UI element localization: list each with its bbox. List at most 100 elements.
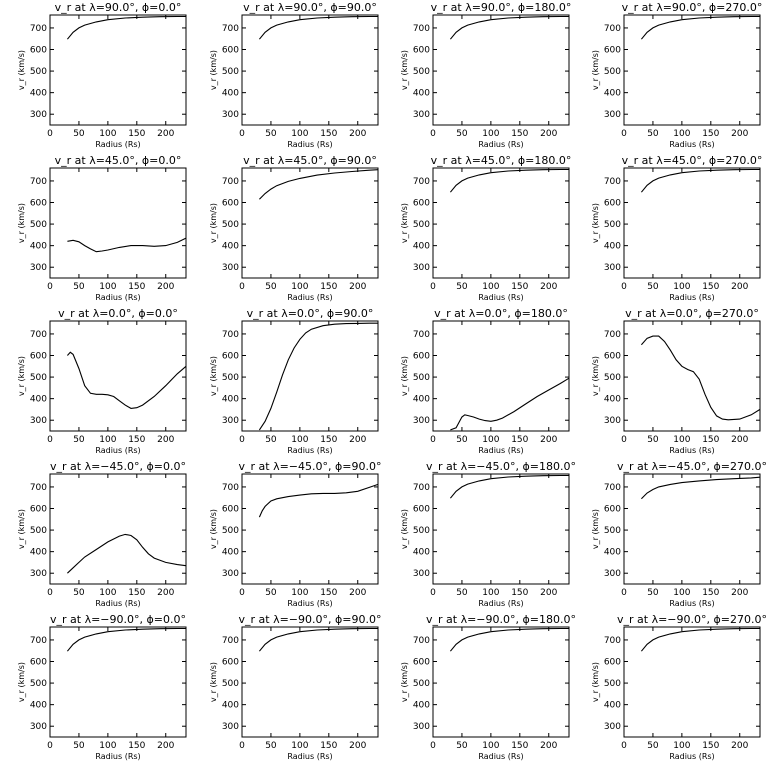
chart-13-xtick-label-0: 0 xyxy=(239,588,245,598)
chart-11-xtick-label-2: 100 xyxy=(673,435,690,445)
chart-13-xlabel: Radius (Rs) xyxy=(287,599,332,608)
chart-18-xtick-label-4: 200 xyxy=(540,741,557,751)
chart-4-xtick-label-0: 0 xyxy=(47,282,53,292)
chart-2-xtick-label-2: 100 xyxy=(482,129,499,139)
chart-1-xtick-label-3: 150 xyxy=(320,129,337,139)
chart-19-ytick-label-2: 500 xyxy=(604,679,621,689)
chart-0-ytick-label-0: 300 xyxy=(30,110,47,120)
chart-9-title: v_r at λ=0.0°, ϕ=90.0° xyxy=(247,307,374,320)
chart-9-ytick-label-4: 700 xyxy=(222,330,239,340)
chart-8-ytick-label-0: 300 xyxy=(30,416,47,426)
chart-12-xtick-label-1: 50 xyxy=(73,588,85,598)
chart-16-xtick-label-2: 100 xyxy=(99,741,116,751)
chart-4-xtick-label-1: 50 xyxy=(73,282,85,292)
chart-14-title: v_r at λ=−45.0°, ϕ=180.0° xyxy=(426,460,576,473)
chart-19-xtick-label-0: 0 xyxy=(621,741,627,751)
chart-2-xtick-label-1: 50 xyxy=(456,129,468,139)
chart-1-ytick-label-1: 400 xyxy=(222,89,239,99)
chart-16-ytick-label-1: 400 xyxy=(30,701,47,711)
chart-18-ylabel: v_r (km/s) xyxy=(400,662,409,702)
chart-10-series-line xyxy=(450,377,570,431)
chart-6-plot-frame xyxy=(432,167,570,279)
chart-16-xtick-label-3: 150 xyxy=(128,741,145,751)
chart-0-ytick-label-3: 600 xyxy=(30,46,47,56)
chart-12-ytick-label-1: 400 xyxy=(30,548,47,558)
chart-3-xlabel: Radius (Rs) xyxy=(669,140,714,149)
chart-1-xtick-label-2: 100 xyxy=(291,129,308,139)
chart-17-xtick-label-3: 150 xyxy=(320,741,337,751)
chart-17-xtick-label-0: 0 xyxy=(239,741,245,751)
chart-5-title: v_r at λ=45.0°, ϕ=90.0° xyxy=(243,154,377,167)
chart-13-xtick-label-3: 150 xyxy=(320,588,337,598)
chart-4-xtick-label-3: 150 xyxy=(128,282,145,292)
chart-7-ytick-label-3: 600 xyxy=(604,199,621,209)
chart-1-plot-frame xyxy=(241,14,379,126)
chart-2-ytick-label-2: 500 xyxy=(413,67,430,77)
chart-18-title: v_r at λ=−90.0°, ϕ=180.0° xyxy=(426,613,576,626)
chart-15-xtick-label-4: 200 xyxy=(731,588,748,598)
chart-9-xtick-label-1: 50 xyxy=(265,435,277,445)
chart-3-plot-frame xyxy=(623,14,761,126)
chart-9-ytick-label-2: 500 xyxy=(222,373,239,383)
chart-12-plot-frame xyxy=(49,473,187,585)
chart-19-ytick-label-1: 400 xyxy=(604,701,621,711)
chart-13-ytick-label-0: 300 xyxy=(222,569,239,579)
chart-17-ylabel: v_r (km/s) xyxy=(209,662,218,702)
chart-13-ytick-label-4: 700 xyxy=(222,483,239,493)
chart-7-xtick-label-4: 200 xyxy=(731,282,748,292)
chart-1-ytick-label-3: 600 xyxy=(222,46,239,56)
chart-6-ytick-label-3: 600 xyxy=(413,199,430,209)
chart-4-plot-frame xyxy=(49,167,187,279)
chart-17-ytick-label-3: 600 xyxy=(222,658,239,668)
chart-10-xtick-label-1: 50 xyxy=(456,435,468,445)
chart-5-ytick-label-1: 400 xyxy=(222,242,239,252)
chart-1-ytick-label-0: 300 xyxy=(222,110,239,120)
chart-18-series-line xyxy=(449,627,569,652)
chart-8-xtick-label-2: 100 xyxy=(99,435,116,445)
chart-2-xlabel: Radius (Rs) xyxy=(478,140,523,149)
chart-19-plot-frame xyxy=(623,626,761,738)
chart-15-plot-frame xyxy=(623,473,761,585)
chart-12-xtick-label-2: 100 xyxy=(99,588,116,598)
chart-13-series-line xyxy=(258,483,379,518)
chart-4-ytick-label-2: 500 xyxy=(30,220,47,230)
chart-14-xtick-label-2: 100 xyxy=(482,588,499,598)
chart-15-xlabel: Radius (Rs) xyxy=(669,599,714,608)
chart-7-series-line xyxy=(640,168,760,193)
chart-18-ytick-label-2: 500 xyxy=(413,679,430,689)
chart-16-xlabel: Radius (Rs) xyxy=(95,752,140,761)
chart-13-plot-frame xyxy=(241,473,379,585)
chart-11-ytick-label-3: 600 xyxy=(604,352,621,362)
chart-6-xlabel: Radius (Rs) xyxy=(478,293,523,302)
chart-3-xtick-label-3: 150 xyxy=(702,129,719,139)
chart-5-xtick-label-4: 200 xyxy=(349,282,366,292)
chart-3-ytick-label-0: 300 xyxy=(604,110,621,120)
chart-1-xlabel: Radius (Rs) xyxy=(287,140,332,149)
chart-6-xtick-label-4: 200 xyxy=(540,282,557,292)
chart-11-ylabel: v_r (km/s) xyxy=(591,356,600,396)
chart-10-xtick-label-2: 100 xyxy=(482,435,499,445)
chart-19-xtick-label-4: 200 xyxy=(731,741,748,751)
chart-12-ylabel: v_r (km/s) xyxy=(17,509,26,549)
chart-16-xtick-label-4: 200 xyxy=(157,741,174,751)
chart-4-ytick-label-1: 400 xyxy=(30,242,47,252)
chart-8-series-line xyxy=(66,351,187,409)
chart-19-xtick-label-2: 100 xyxy=(673,741,690,751)
chart-17-title: v_r at λ=−90.0°, ϕ=90.0° xyxy=(239,613,382,626)
chart-11-ytick-label-4: 700 xyxy=(604,330,621,340)
chart-14-ylabel: v_r (km/s) xyxy=(400,509,409,549)
chart-17-series-line xyxy=(258,627,378,652)
chart-2-series-line xyxy=(449,15,569,40)
chart-8-title: v_r at λ=0.0°, ϕ=0.0° xyxy=(58,307,178,320)
chart-9-ytick-label-3: 600 xyxy=(222,352,239,362)
chart-4-ytick-label-4: 700 xyxy=(30,177,47,187)
chart-18-xtick-label-3: 150 xyxy=(511,741,528,751)
chart-7-xtick-label-1: 50 xyxy=(647,282,659,292)
chart-3-ytick-label-2: 500 xyxy=(604,67,621,77)
chart-17-xlabel: Radius (Rs) xyxy=(287,752,332,761)
chart-7-xtick-label-2: 100 xyxy=(673,282,690,292)
chart-12-ytick-label-3: 600 xyxy=(30,505,47,515)
chart-8-ytick-label-3: 600 xyxy=(30,352,47,362)
chart-11-ytick-label-2: 500 xyxy=(604,373,621,383)
